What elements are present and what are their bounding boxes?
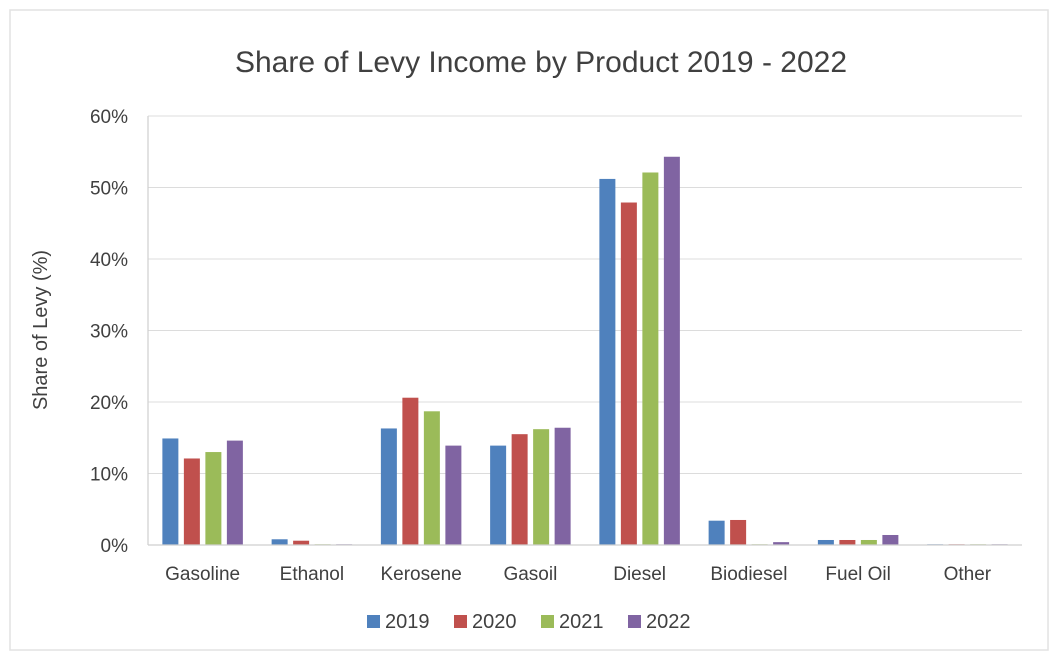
legend-label: 2019 (385, 611, 430, 633)
x-tick-label: Kerosene (380, 564, 461, 585)
x-tick-label: Ethanol (280, 564, 344, 585)
legend-label: 2022 (646, 611, 691, 633)
bars (162, 156, 1008, 546)
bar-gasoil-2020 (511, 434, 528, 545)
y-tick-label: 20% (90, 393, 128, 414)
y-tick-label: 0% (101, 536, 129, 557)
bar-gasoil-2022 (554, 427, 571, 545)
legend-swatch-2019 (367, 615, 380, 628)
bar-ethanol-2020 (293, 540, 310, 545)
x-tick-label: Fuel Oil (825, 564, 890, 585)
chart-title: Share of Levy Income by Product 2019 - 2… (235, 46, 847, 79)
bar-fuel-oil-2021 (860, 539, 877, 545)
bar-biodiesel-2019 (708, 520, 725, 545)
legend-label: 2020 (472, 611, 517, 633)
bar-diesel-2020 (620, 202, 637, 545)
legend: 2019 2020 2021 2022 (367, 611, 691, 633)
bar-biodiesel-2022 (773, 542, 790, 545)
gridlines (147, 115, 1022, 545)
y-tick-label: 40% (90, 250, 128, 271)
bar-fuel-oil-2022 (882, 534, 899, 545)
legend-swatch-2020 (454, 615, 467, 628)
bar-kerosene-2019 (380, 428, 397, 545)
legend-swatch-2021 (541, 615, 554, 628)
x-tick-label: Gasoline (165, 564, 240, 585)
x-tick-label: Gasoil (503, 564, 557, 585)
x-tick-label: Biodiesel (710, 564, 787, 585)
bar-gasoline-2019 (162, 438, 179, 545)
bar-kerosene-2020 (402, 397, 419, 545)
bar-gasoline-2021 (205, 452, 222, 545)
bar-gasoil-2021 (533, 429, 550, 545)
y-tick-label: 30% (90, 322, 128, 343)
bar-gasoline-2020 (183, 458, 200, 545)
bar-biodiesel-2020 (730, 519, 747, 545)
legend-swatch-2022 (628, 615, 641, 628)
bar-fuel-oil-2019 (817, 539, 834, 545)
y-axis-ticks: 0% 10% 20% 30% 40% 50% 60% (90, 107, 128, 557)
y-tick-label: 50% (90, 179, 128, 200)
bar-ethanol-2019 (271, 539, 288, 545)
bar-fuel-oil-2020 (839, 539, 856, 545)
bar-gasoline-2022 (226, 440, 243, 545)
bar-diesel-2019 (599, 178, 616, 546)
bar-diesel-2021 (642, 172, 659, 546)
bar-diesel-2022 (663, 156, 680, 545)
bar-kerosene-2021 (423, 411, 440, 545)
x-tick-label: Diesel (613, 564, 666, 585)
y-axis-title: Share of Levy (%) (30, 250, 52, 410)
bar-kerosene-2022 (445, 445, 462, 545)
x-axis-ticks: Gasoline Ethanol Kerosene Gasoil Diesel Biodi… (165, 564, 992, 585)
x-tick-label: Other (944, 564, 992, 585)
legend-label: 2021 (559, 611, 604, 633)
y-tick-label: 60% (90, 107, 128, 128)
y-tick-label: 10% (90, 465, 128, 486)
bar-gasoil-2019 (490, 445, 507, 545)
